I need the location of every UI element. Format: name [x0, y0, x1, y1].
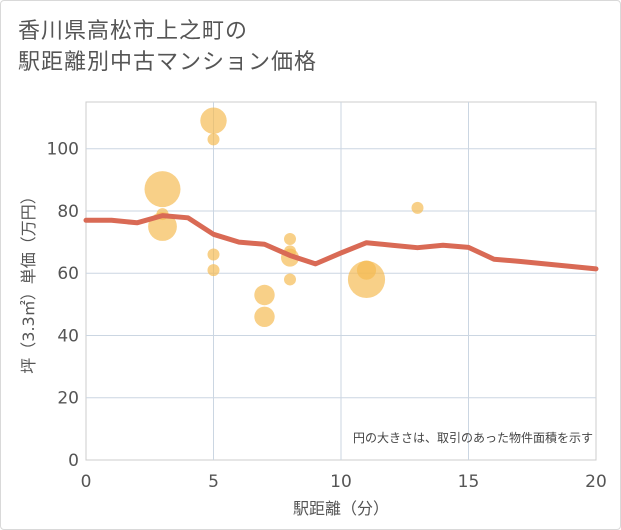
bubble-series: [144, 107, 424, 327]
trend-line: [83, 213, 599, 272]
chart-title-line-2: 駅距離別中古マンション価格: [18, 50, 318, 75]
data-bubble: [284, 273, 296, 286]
y-tick-label: 40: [57, 326, 79, 346]
data-bubble: [144, 171, 181, 208]
y-tick-label: 80: [57, 202, 79, 222]
grid-lines: [86, 102, 596, 460]
x-tick-label: 20: [585, 472, 607, 492]
y-tick-label: 100: [47, 140, 79, 160]
y-tick-labels: 0 20 40 60 80 100: [47, 140, 79, 471]
x-tick-label: 10: [330, 472, 352, 492]
x-tick-label: 5: [208, 472, 219, 492]
x-tick-label: 15: [458, 472, 480, 492]
trend-series: [83, 213, 599, 272]
data-bubble: [207, 248, 220, 261]
data-bubble: [207, 133, 220, 146]
data-bubble: [207, 264, 220, 277]
data-bubble: [411, 201, 424, 214]
data-bubble: [200, 107, 227, 134]
data-bubble: [347, 260, 386, 299]
chart-title-line-1: 香川県高松市上之町の: [18, 19, 249, 44]
data-bubble: [284, 232, 296, 245]
x-axis-title: 駅距離（分）: [293, 499, 389, 518]
size-legend-note: 円の大きさは、取引のあった物件面積を示す: [353, 430, 593, 445]
x-tick-label: 0: [81, 472, 92, 492]
y-tick-label: 0: [68, 451, 79, 471]
x-tick-labels: 0 5 10 15 20: [81, 472, 607, 492]
data-bubble: [254, 306, 275, 327]
chart-title: 香川県高松市上之町の 駅距離別中古マンション価格: [18, 16, 317, 78]
y-tick-label: 60: [57, 264, 79, 284]
y-tick-label: 20: [57, 389, 79, 409]
data-bubble: [254, 284, 275, 306]
y-axis-title: 坪（3.3㎡）単価（万円）: [19, 188, 38, 373]
